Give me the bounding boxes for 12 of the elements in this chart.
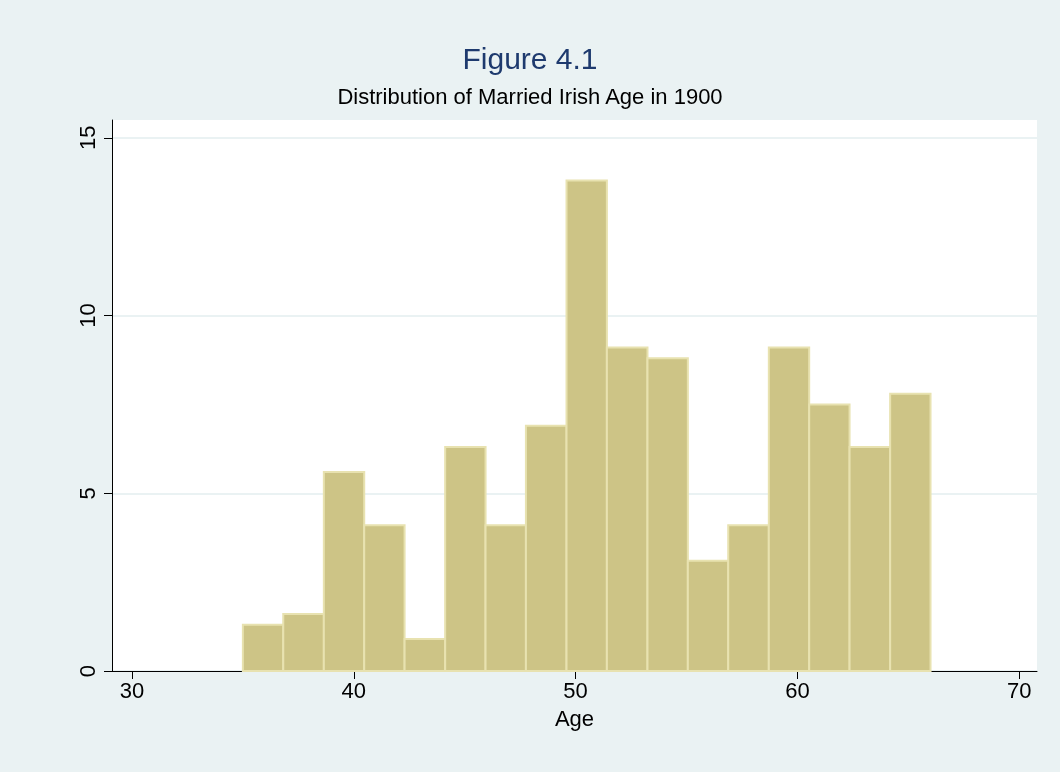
x-tick-label: 50: [563, 677, 588, 703]
chart-title: Figure 4.1: [462, 41, 598, 75]
y-tick-label: 0: [74, 664, 100, 678]
x-tick-label: 60: [785, 677, 810, 703]
y-tick-label: 5: [74, 487, 100, 500]
x-tick-label: 40: [341, 677, 367, 703]
x-axis-title: Age: [554, 705, 595, 731]
x-tick-label: 30: [119, 677, 145, 703]
y-tick-label: 10: [74, 303, 100, 328]
y-tick-label: 15: [74, 125, 100, 151]
x-tick-label: 70: [1007, 677, 1032, 703]
chart-subtitle: Distribution of Married Irish Age in 1900: [337, 83, 723, 109]
